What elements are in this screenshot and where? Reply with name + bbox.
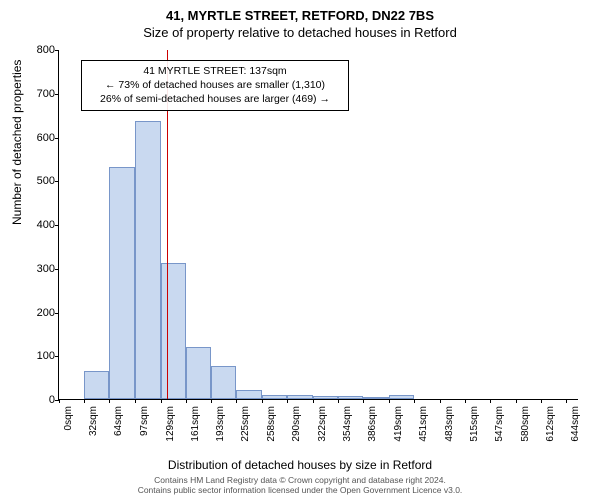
annotation-line: 26% of semi-detached houses are larger (… — [88, 92, 342, 106]
histogram-bar — [287, 395, 312, 399]
x-tick-mark — [161, 399, 162, 403]
x-tick-mark — [84, 399, 85, 403]
y-tick-mark — [55, 269, 59, 270]
x-tick-mark — [135, 399, 136, 403]
histogram-bar — [186, 347, 211, 400]
x-tick-label: 354sqm — [342, 406, 353, 442]
annotation-line: ← 73% of detached houses are smaller (1,… — [88, 78, 342, 92]
histogram-bar — [363, 397, 389, 399]
x-tick-label: 64sqm — [113, 406, 124, 436]
plot-region: 01002003004005006007008000sqm32sqm64sqm9… — [58, 50, 578, 400]
x-tick-label: 290sqm — [291, 406, 302, 442]
x-tick-label: 515sqm — [469, 406, 480, 442]
histogram-bar — [161, 263, 186, 399]
y-tick-mark — [55, 138, 59, 139]
title-main: 41, MYRTLE STREET, RETFORD, DN22 7BS — [0, 0, 600, 23]
x-tick-label: 322sqm — [317, 406, 328, 442]
histogram-bar — [313, 396, 338, 400]
x-tick-label: 129sqm — [165, 406, 176, 442]
y-tick-mark — [55, 225, 59, 226]
x-tick-mark — [211, 399, 212, 403]
x-tick-mark — [465, 399, 466, 403]
y-tick-mark — [55, 94, 59, 95]
x-tick-mark — [338, 399, 339, 403]
x-tick-label: 612sqm — [545, 406, 556, 442]
x-tick-label: 547sqm — [494, 406, 505, 442]
x-tick-label: 483sqm — [444, 406, 455, 442]
x-tick-mark — [236, 399, 237, 403]
y-tick-label: 400 — [17, 219, 55, 231]
y-tick-label: 500 — [17, 175, 55, 187]
y-tick-label: 700 — [17, 88, 55, 100]
y-tick-label: 200 — [17, 307, 55, 319]
x-tick-label: 386sqm — [367, 406, 378, 442]
annotation-line: 41 MYRTLE STREET: 137sqm — [88, 64, 342, 78]
y-tick-mark — [55, 181, 59, 182]
x-tick-label: 580sqm — [520, 406, 531, 442]
x-tick-label: 193sqm — [215, 406, 226, 442]
x-tick-label: 419sqm — [393, 406, 404, 442]
footer-line-2: Contains public sector information licen… — [0, 485, 600, 496]
x-tick-mark — [566, 399, 567, 403]
x-tick-label: 97sqm — [139, 406, 150, 436]
y-tick-mark — [55, 50, 59, 51]
footer-attribution: Contains HM Land Registry data © Crown c… — [0, 475, 600, 496]
y-tick-label: 0 — [17, 394, 55, 406]
x-tick-mark — [440, 399, 441, 403]
y-tick-label: 600 — [17, 132, 55, 144]
x-tick-mark — [414, 399, 415, 403]
annotation-box: 41 MYRTLE STREET: 137sqm← 73% of detache… — [81, 60, 349, 111]
y-tick-mark — [55, 313, 59, 314]
x-axis-label: Distribution of detached houses by size … — [0, 458, 600, 472]
histogram-bar — [262, 395, 287, 399]
x-tick-mark — [363, 399, 364, 403]
histogram-bar — [389, 395, 414, 399]
histogram-bar — [338, 396, 363, 400]
x-tick-label: 161sqm — [190, 406, 201, 442]
histogram-bar — [236, 390, 262, 399]
histogram-bar — [135, 121, 160, 399]
y-tick-mark — [55, 356, 59, 357]
x-tick-mark — [287, 399, 288, 403]
x-tick-mark — [186, 399, 187, 403]
x-tick-mark — [109, 399, 110, 403]
title-sub: Size of property relative to detached ho… — [0, 23, 600, 40]
footer-line-1: Contains HM Land Registry data © Crown c… — [0, 475, 600, 486]
x-tick-label: 32sqm — [88, 406, 99, 436]
histogram-bar — [211, 366, 236, 399]
x-tick-label: 644sqm — [570, 406, 581, 442]
y-tick-label: 100 — [17, 350, 55, 362]
x-tick-label: 451sqm — [418, 406, 429, 442]
y-tick-label: 800 — [17, 44, 55, 56]
y-tick-label: 300 — [17, 263, 55, 275]
histogram-bar — [84, 371, 109, 399]
histogram-bar — [109, 167, 135, 399]
x-tick-mark — [59, 399, 60, 403]
x-tick-label: 0sqm — [63, 406, 74, 430]
chart-area: 01002003004005006007008000sqm32sqm64sqm9… — [58, 50, 578, 400]
x-tick-mark — [389, 399, 390, 403]
x-tick-mark — [516, 399, 517, 403]
x-tick-mark — [313, 399, 314, 403]
x-tick-label: 225sqm — [240, 406, 251, 442]
x-tick-mark — [262, 399, 263, 403]
x-tick-label: 258sqm — [266, 406, 277, 442]
x-tick-mark — [490, 399, 491, 403]
x-tick-mark — [541, 399, 542, 403]
